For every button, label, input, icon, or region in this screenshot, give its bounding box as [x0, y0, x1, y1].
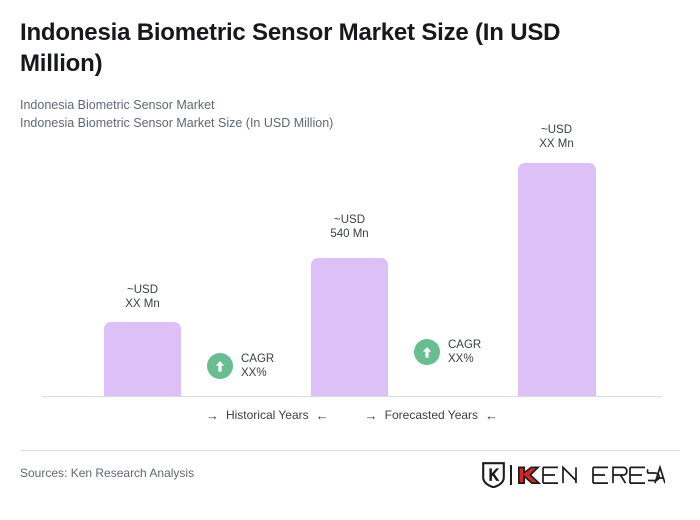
period-forecasted-years: → Forecasted Years ← [365, 408, 498, 422]
period-forecasted-label: Forecasted Years [384, 408, 479, 422]
x-axis-line [42, 396, 662, 397]
arrow-right-icon: → [205, 407, 219, 423]
logo-wordmark [518, 464, 665, 484]
bar-chart: ~USD XX Mn ~USD 540 Mn ~USD XX Mn CAGR X… [42, 123, 662, 422]
cagr-badge-historical-to-base: CAGR XX% [207, 352, 274, 380]
period-legend: → Historical Years ← → Forecasted Years … [42, 408, 662, 422]
page-title: Indonesia Biometric Sensor Market Size (… [20, 19, 561, 77]
subtitle-line-1: Indonesia Biometric Sensor Market [20, 98, 215, 112]
bar-historical-year[interactable] [104, 322, 181, 396]
cagr-value: XX% [241, 367, 267, 379]
bar-label-line-2: XX Mn [539, 138, 574, 150]
arrow-right-icon: → [364, 407, 378, 423]
period-historical-years: → Historical Years ← [206, 408, 329, 422]
logo-divider [510, 465, 512, 485]
ken-shield-icon [482, 462, 505, 488]
cagr-badge-base-to-forecast: CAGR XX% [414, 338, 481, 366]
cagr-text: CAGR XX% [448, 338, 481, 366]
bar-label-base-year: ~USD 540 Mn [309, 213, 390, 241]
bar-label-line-2: 540 Mn [330, 228, 369, 240]
cagr-text: CAGR XX% [241, 352, 274, 380]
cagr-label: CAGR [241, 353, 275, 365]
cagr-label: CAGR [448, 339, 482, 351]
bar-label-line-1: ~USD [127, 284, 158, 296]
ken-research-logo [482, 462, 665, 488]
period-historical-label: Historical Years [225, 408, 309, 422]
arrow-left-icon: ← [485, 407, 499, 423]
bar-label-line-1: ~USD [541, 124, 572, 136]
subtitle-block: Indonesia Biometric Sensor Market Indone… [20, 96, 620, 132]
bar-base-year[interactable] [311, 258, 388, 396]
arrow-left-icon: ← [315, 407, 329, 423]
arrow-up-icon [207, 353, 233, 379]
cagr-value: XX% [448, 353, 474, 365]
bar-label-line-1: ~USD [334, 214, 365, 226]
footer-divider [20, 450, 680, 451]
arrow-up-icon [414, 339, 440, 365]
bar-label-historical-year: ~USD XX Mn [102, 283, 183, 311]
subtitle-line-2: Indonesia Biometric Sensor Market Size (… [20, 116, 334, 130]
bar-label-forecast-year: ~USD XX Mn [516, 123, 597, 151]
sources-text: Sources: Ken Research Analysis [20, 466, 195, 480]
bar-forecast-year[interactable] [518, 163, 596, 396]
bar-label-line-2: XX Mn [125, 298, 160, 310]
